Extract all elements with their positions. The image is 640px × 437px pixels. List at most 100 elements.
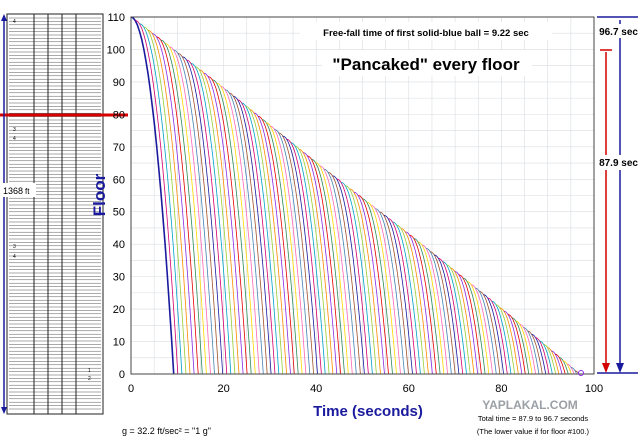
building-marker: 1 <box>88 368 91 374</box>
fall-curve <box>375 208 405 375</box>
fall-curve <box>203 72 244 375</box>
fall-curve <box>294 145 330 375</box>
fall-curve <box>266 122 303 375</box>
fall-curve <box>282 135 318 375</box>
duration-label-top: 96.7 sec <box>599 27 638 38</box>
fall-curve <box>531 333 547 375</box>
fall-curve <box>182 56 224 375</box>
y-tick-label: 110 <box>107 12 125 24</box>
height-arrow-head-top <box>1 14 7 21</box>
red-duration-arrow-head <box>602 363 610 373</box>
fall-curve <box>499 307 519 375</box>
fall-curve <box>190 62 232 375</box>
fall-curve <box>491 300 512 375</box>
fall-curve <box>511 317 530 375</box>
fall-curve <box>570 367 578 375</box>
y-tick-label: 50 <box>113 207 125 219</box>
title-bg <box>322 50 532 76</box>
building-marker: 4 <box>13 136 16 142</box>
building-diagram: 1368 ft 4 3 4 3 4 1 2 <box>0 13 128 415</box>
fall-curve <box>483 294 504 375</box>
fall-curve <box>519 324 536 375</box>
fall-curve <box>323 168 357 375</box>
fall-curve <box>130 16 175 375</box>
fall-curve <box>237 99 276 375</box>
plot-frame <box>130 16 595 375</box>
fall-curve <box>547 347 560 375</box>
fall-curve <box>169 46 211 375</box>
y-tick-label: 40 <box>113 239 125 251</box>
y-tick-label: 20 <box>113 304 125 316</box>
fall-curve <box>539 340 553 375</box>
fall-curve <box>366 201 397 375</box>
fall-curve <box>495 304 515 375</box>
annotation-bg <box>300 22 552 40</box>
fall-curve <box>229 92 268 375</box>
fall-curve <box>340 181 373 375</box>
x-tick-label: 80 <box>495 383 507 395</box>
fall-curve <box>559 357 569 375</box>
building-core-right <box>61 13 77 415</box>
top-label-bg <box>615 24 639 38</box>
fall-curve <box>413 238 441 375</box>
x-tick-label: 40 <box>310 383 322 395</box>
fall-curve <box>274 129 311 375</box>
first-ball-annotation: Free-fall time of first solid-blue ball … <box>323 28 529 39</box>
fall-curve <box>249 109 287 375</box>
chart-title: "Pancaked" every floor <box>332 55 520 74</box>
y-tick-label: 90 <box>113 77 125 89</box>
fall-curves <box>130 16 580 375</box>
fall-curve <box>345 185 377 375</box>
fall-curve <box>303 152 338 375</box>
fall-curve <box>286 138 322 375</box>
fall-curve <box>487 297 508 375</box>
fall-curve <box>307 155 341 375</box>
fall-curve <box>438 257 464 375</box>
fall-curve <box>358 195 389 375</box>
fall-curve <box>245 105 284 375</box>
building-marker: 4 <box>13 254 16 260</box>
x-tick-labels: 0 20 40 60 80 100 <box>128 383 603 395</box>
fall-curve <box>392 221 421 375</box>
fall-curve <box>173 49 215 375</box>
fall-curve <box>349 188 381 375</box>
fall-curve <box>290 142 326 375</box>
fall-curve <box>353 191 385 375</box>
fall-curve <box>152 33 195 375</box>
y-tick-label: 10 <box>113 337 125 349</box>
fall-curve <box>156 36 199 375</box>
fall-curve <box>160 39 203 375</box>
fall-curve <box>208 76 248 375</box>
fall-curve <box>527 330 543 375</box>
y-tick-labels: 0 10 20 30 40 50 60 70 80 90 100 110 <box>107 12 125 381</box>
fall-curve <box>454 271 479 375</box>
fall-curve <box>257 115 295 375</box>
fall-curve <box>135 19 179 375</box>
fall-curve <box>458 274 482 375</box>
building-floors <box>9 17 101 410</box>
fall-curve <box>371 205 401 375</box>
building-marker: 3 <box>13 244 16 250</box>
fall-curve <box>186 59 228 375</box>
building-outline <box>6 13 104 415</box>
fall-curve <box>165 43 207 375</box>
fall-curve <box>328 172 361 375</box>
height-unit: ft <box>25 187 30 196</box>
fall-curve <box>270 125 307 375</box>
duration-label-mid: 87.9 sec <box>599 158 638 169</box>
building-marker: 3 <box>13 127 16 133</box>
fall-curve <box>362 198 393 375</box>
y-tick-label: 80 <box>113 109 125 121</box>
fall-curve <box>446 264 471 375</box>
fall-curve <box>479 291 501 375</box>
fall-curve <box>466 281 490 375</box>
height-label-bg <box>0 183 36 197</box>
y-tick-label: 70 <box>113 142 125 154</box>
fall-curve <box>471 284 493 375</box>
y-axis-label: Floor <box>90 173 109 216</box>
x-tick-label: 100 <box>585 383 603 395</box>
fall-curve <box>216 82 256 375</box>
fall-curve <box>543 343 556 375</box>
building-marker: 4 <box>13 19 16 25</box>
